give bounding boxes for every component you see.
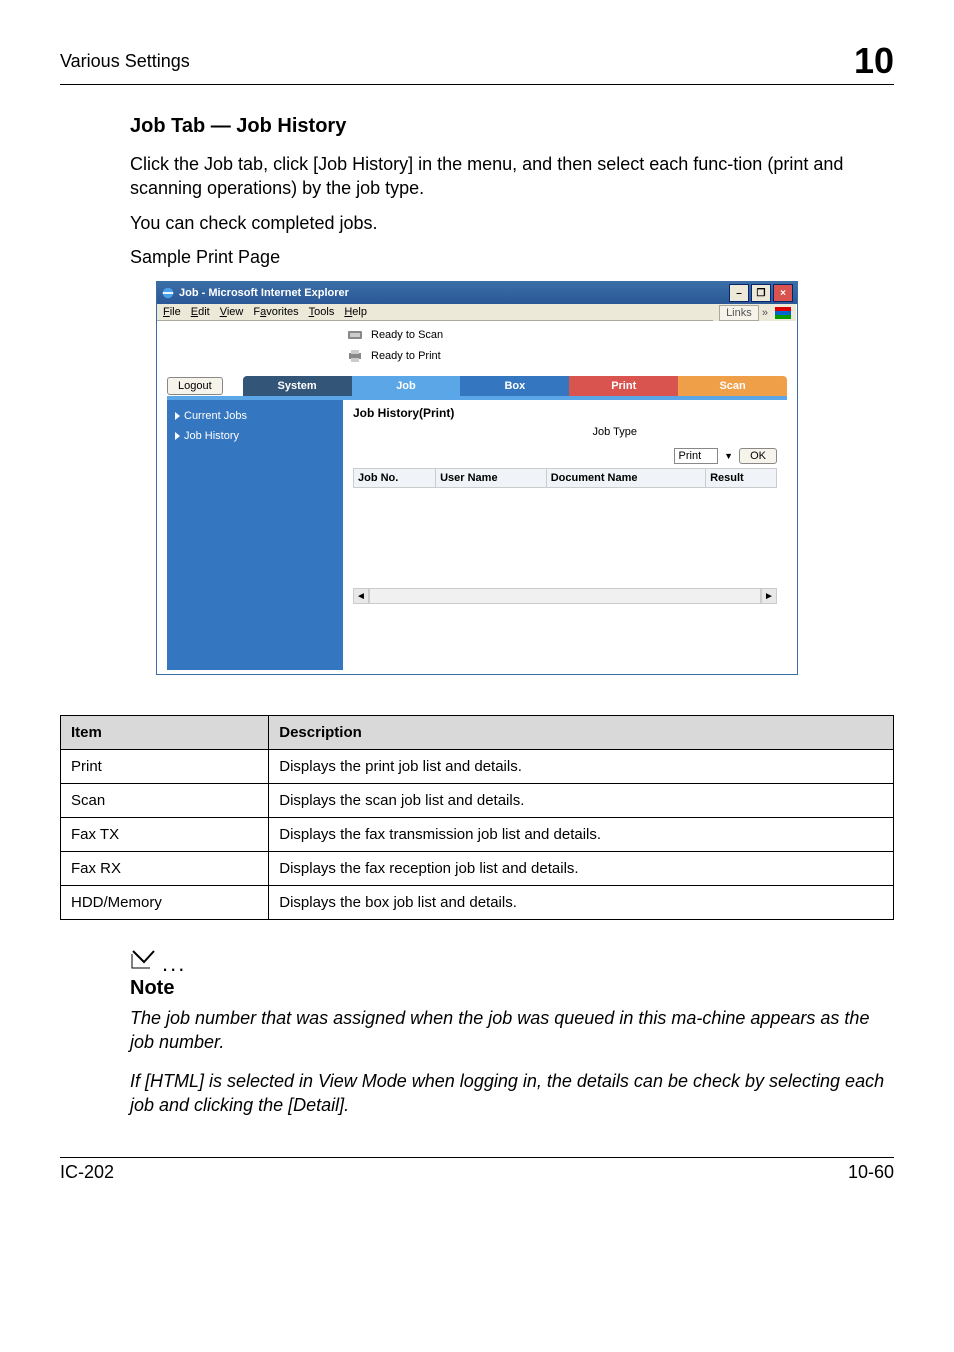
col-job-no: Job No. [354,469,436,488]
jobtype-label: Job Type [593,426,637,438]
note-icon [130,948,158,977]
scanner-icon [347,329,363,341]
table-row: Fax TX Displays the fax transmission job… [61,818,894,852]
desc-item: HDD/Memory [61,886,269,920]
menu-view[interactable]: View [220,306,244,318]
tab-system[interactable]: System [243,376,352,396]
desc-text: Displays the print job list and details. [269,750,894,784]
window-maximize-button[interactable]: ❐ [751,284,771,302]
links-toolbar: Links » [713,305,797,321]
panel-title: Job History(Print) [353,406,777,420]
footer-left: IC-202 [60,1162,114,1183]
tab-print[interactable]: Print [569,376,678,396]
links-label[interactable]: Links [719,305,759,321]
section-heading: Job Tab — Job History [130,115,894,138]
note-text-2: If [HTML] is selected in View Mode when … [130,1069,894,1118]
window-minimize-button[interactable]: – [729,284,749,302]
desc-text: Displays the fax transmission job list a… [269,818,894,852]
window-close-button[interactable]: × [773,284,793,302]
logout-button[interactable]: Logout [167,377,223,395]
desc-text: Displays the fax reception job list and … [269,852,894,886]
job-list-table: Job No. User Name Document Name Result [353,468,777,488]
tab-box[interactable]: Box [460,376,569,396]
scroll-left-button[interactable]: ◄ [353,588,369,604]
page-header-left: Various Settings [60,51,190,72]
footer-right: 10-60 [848,1162,894,1183]
tab-scan[interactable]: Scan [678,376,787,396]
desc-item: Fax TX [61,818,269,852]
menu-help[interactable]: Help [344,306,367,318]
table-row: Fax RX Displays the fax reception job li… [61,852,894,886]
menubar: File Edit View Favorites Tools Help [157,304,713,321]
desc-header-desc: Description [269,716,894,750]
tab-job[interactable]: Job [352,376,461,396]
status-print: Ready to Print [371,350,441,362]
col-document-name: Document Name [546,469,705,488]
page-header-right: 10 [854,40,894,82]
window-title: Job - Microsoft Internet Explorer [179,287,349,299]
table-row: HDD/Memory Displays the box job list and… [61,886,894,920]
menu-tools[interactable]: Tools [309,306,335,318]
ie-icon [161,286,175,300]
desc-text: Displays the box job list and details. [269,886,894,920]
menu-file[interactable]: File [163,306,181,318]
ok-button[interactable]: OK [739,448,777,464]
window-titlebar: Job - Microsoft Internet Explorer – ❐ × [157,282,797,304]
note-title: Note [130,977,894,1000]
status-scan: Ready to Scan [371,329,443,341]
sidebar-item-current-jobs[interactable]: Current Jobs [175,406,335,426]
col-user-name: User Name [436,469,547,488]
jobtype-select[interactable]: Print [674,448,719,464]
menu-favorites[interactable]: Favorites [253,306,298,318]
side-menu: Current Jobs Job History [167,400,343,670]
scroll-right-button[interactable]: ► [761,588,777,604]
paragraph-2: You can check completed jobs. [130,211,894,235]
printer-icon [347,350,363,362]
description-table: Item Description Print Displays the prin… [60,715,894,920]
paragraph-3: Sample Print Page [130,245,894,269]
links-chevron[interactable]: » [762,307,768,319]
ie-flag-icon [775,307,791,319]
table-row: Print Displays the print job list and de… [61,750,894,784]
note-text-1: The job number that was assigned when th… [130,1006,894,1055]
desc-header-item: Item [61,716,269,750]
col-result: Result [706,469,777,488]
desc-item: Fax RX [61,852,269,886]
menu-edit[interactable]: Edit [191,306,210,318]
desc-text: Displays the scan job list and details. [269,784,894,818]
horizontal-scrollbar[interactable]: ◄ ► [353,588,777,604]
table-row: Scan Displays the scan job list and deta… [61,784,894,818]
browser-window: Job - Microsoft Internet Explorer – ❐ × … [156,281,798,675]
paragraph-1: Click the Job tab, click [Job History] i… [130,152,894,201]
desc-item: Scan [61,784,269,818]
sidebar-item-job-history[interactable]: Job History [175,426,335,446]
desc-item: Print [61,750,269,784]
